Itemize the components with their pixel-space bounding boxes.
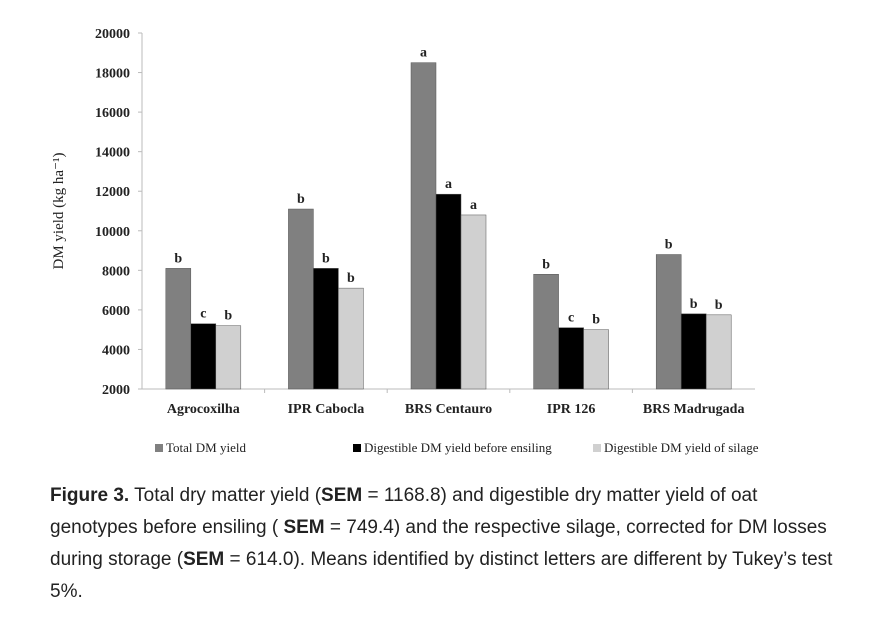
bar <box>583 329 609 390</box>
bar <box>338 287 364 390</box>
significance-letter: b <box>592 313 600 328</box>
y-tick-label: 6000 <box>102 304 130 319</box>
bar <box>288 208 314 390</box>
y-tick-label: 2000 <box>102 383 130 398</box>
legend-label: Digestible DM yield of silage <box>604 440 759 455</box>
bar <box>680 313 707 390</box>
x-tick-label: Agrocoxilha <box>167 402 240 417</box>
y-tick-label: 12000 <box>95 185 130 200</box>
x-tick-label: BRS Centauro <box>405 402 492 417</box>
x-tick-label: IPR Cabocla <box>288 402 365 417</box>
sem-label: SEM <box>183 549 225 570</box>
y-tick-label: 20000 <box>95 27 130 42</box>
legend-item-total: Total DM yield <box>155 440 246 456</box>
bar <box>410 62 437 390</box>
legend-swatch <box>353 444 361 452</box>
caption-label: Figure 3. <box>50 485 130 506</box>
bar <box>558 327 584 390</box>
y-tick-label: 4000 <box>102 343 130 358</box>
y-tick-label: 8000 <box>102 264 130 279</box>
significance-letter: b <box>322 251 330 266</box>
x-tick-label: BRS Madrugada <box>643 402 745 417</box>
legend-item-before-ensiling: Digestible DM yield before ensiling <box>353 440 552 456</box>
y-tick-label: 18000 <box>95 67 130 82</box>
significance-letter: a <box>445 177 452 192</box>
caption-text: = 1168.8) and digestible dry matter yiel… <box>50 485 758 538</box>
significance-letter: b <box>297 192 305 207</box>
figure-caption: Figure 3. Total dry matter yield (SEM = … <box>50 480 850 608</box>
sem-label: SEM <box>283 517 325 538</box>
x-tick-label: IPR 126 <box>547 402 596 417</box>
y-tick-label: 16000 <box>95 106 130 121</box>
significance-letter: b <box>224 309 232 324</box>
bar <box>460 214 487 390</box>
legend-label: Total DM yield <box>166 440 246 455</box>
bar <box>165 268 192 390</box>
y-tick-label: 14000 <box>95 146 130 161</box>
significance-letter: b <box>174 251 182 266</box>
bar <box>190 323 217 390</box>
caption-text: Total dry matter yield ( <box>129 485 322 506</box>
significance-letter: b <box>542 257 550 272</box>
legend-item-silage: Digestible DM yield of silage <box>593 440 759 456</box>
bar <box>533 274 559 390</box>
significance-letter: a <box>420 46 427 61</box>
significance-letter: b <box>715 298 723 313</box>
bar <box>655 254 682 390</box>
caption-text: = 749.4) and the respective silage, corr… <box>50 517 827 570</box>
bar <box>215 325 242 390</box>
legend-swatch <box>155 444 163 452</box>
y-tick-label: 10000 <box>95 225 130 240</box>
y-axis-title: DM yield (kg ha⁻¹) <box>51 153 67 270</box>
significance-letter: b <box>690 297 698 312</box>
bar <box>435 193 462 390</box>
significance-letter: a <box>470 198 477 213</box>
legend-label: Digestible DM yield before ensiling <box>364 440 552 455</box>
bar <box>313 268 339 390</box>
significance-letter: b <box>347 271 355 286</box>
significance-letter: c <box>200 307 206 322</box>
bar-chart: 2000 4000 6000 8000 10000 12000 14000 16000 1800… <box>51 27 755 417</box>
significance-letter: c <box>568 311 574 326</box>
caption-text: = 614.0). Means identified by distinct l… <box>50 549 833 602</box>
bar <box>705 314 732 390</box>
significance-letter: b <box>665 238 673 253</box>
legend-swatch <box>593 444 601 452</box>
sem-label: SEM <box>321 485 363 506</box>
